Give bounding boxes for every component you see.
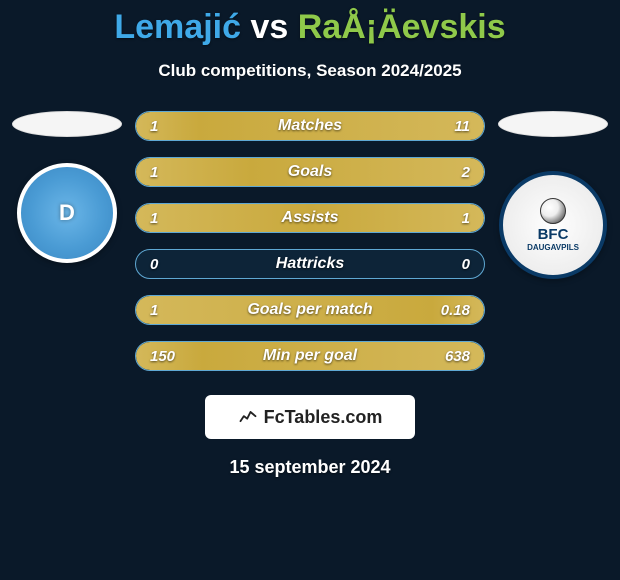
source-badge-text: FcTables.com xyxy=(264,407,383,428)
stat-row: 1 Assists 1 xyxy=(135,203,485,233)
stat-label: Assists xyxy=(282,209,339,227)
stat-value-left: 150 xyxy=(150,348,175,365)
subtitle: Club competitions, Season 2024/2025 xyxy=(0,61,620,81)
right-flag-ellipse xyxy=(498,111,608,137)
right-side: BFC DAUGAVPILS xyxy=(493,111,613,279)
stat-value-right: 11 xyxy=(454,118,470,135)
title-player1: Lemajić xyxy=(114,8,241,46)
stat-label: Matches xyxy=(278,117,342,135)
stat-fill-left xyxy=(136,112,199,140)
stat-row: 1 Matches 11 xyxy=(135,111,485,141)
stat-row: 150 Min per goal 638 xyxy=(135,341,485,371)
source-badge: FcTables.com xyxy=(205,395,415,439)
stat-label: Min per goal xyxy=(263,347,357,365)
title-vs: vs xyxy=(250,8,288,46)
stat-label: Hattricks xyxy=(276,255,344,273)
stat-value-left: 1 xyxy=(150,210,158,227)
right-team-logo: BFC DAUGAVPILS xyxy=(499,171,607,279)
left-flag-ellipse xyxy=(12,111,122,137)
stat-value-right: 1 xyxy=(462,210,470,227)
stat-value-right: 2 xyxy=(462,164,470,181)
stat-value-right: 638 xyxy=(445,348,470,365)
soccer-ball-icon xyxy=(540,198,566,224)
stat-value-left: 0 xyxy=(150,256,158,273)
page-title: Lemajić vs RaÅ¡Äevskis xyxy=(0,8,620,47)
right-logo-top: BFC xyxy=(527,227,579,242)
left-team-logo: D xyxy=(17,163,117,263)
chart-icon xyxy=(238,407,258,427)
stat-row: 0 Hattricks 0 xyxy=(135,249,485,279)
stat-value-left: 1 xyxy=(150,164,158,181)
stat-row: 1 Goals 2 xyxy=(135,157,485,187)
date-label: 15 september 2024 xyxy=(0,457,620,478)
left-side: D xyxy=(7,111,127,263)
stat-value-right: 0 xyxy=(462,256,470,273)
stats-column: 1Matches111Goals21Assists10Hattricks01Go… xyxy=(135,111,485,371)
stat-value-left: 1 xyxy=(150,118,158,135)
stat-value-right: 0.18 xyxy=(441,302,470,319)
stat-label: Goals xyxy=(288,163,332,181)
title-player2: RaÅ¡Äevskis xyxy=(298,8,506,46)
stat-label: Goals per match xyxy=(247,301,372,319)
comparison-infographic: Lemajić vs RaÅ¡Äevskis Club competitions… xyxy=(0,0,620,478)
stat-fill-right xyxy=(251,158,484,186)
stat-value-left: 1 xyxy=(150,302,158,319)
main-row: D 1Matches111Goals21Assists10Hattricks01… xyxy=(0,111,620,371)
left-logo-letter: D xyxy=(59,200,75,226)
stat-row: 1 Goals per match 0.18 xyxy=(135,295,485,325)
right-logo-bottom: DAUGAVPILS xyxy=(527,244,579,252)
